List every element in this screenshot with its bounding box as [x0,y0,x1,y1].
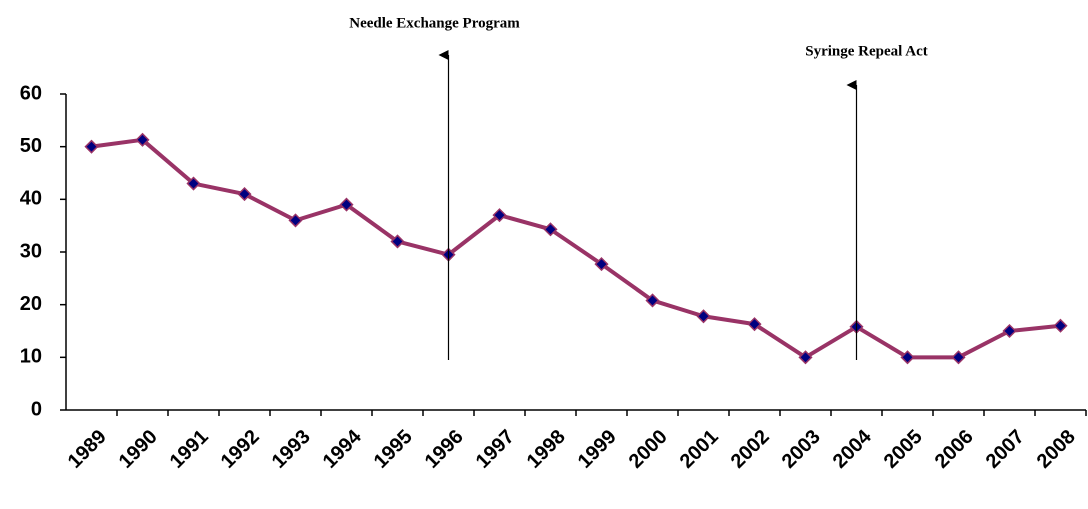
y-tick-label: 10 [20,346,42,368]
x-tick-label: 1993 [268,426,315,473]
marker [900,350,915,365]
marker [1053,318,1068,333]
x-tick-label: 2001 [676,426,723,473]
x-tick-label: 1998 [523,426,570,473]
y-tick-label: 40 [20,188,42,210]
marker [390,234,405,249]
marker [645,293,660,308]
marker [1002,323,1017,339]
y-tick-label: 60 [20,82,42,104]
x-tick-label: 2000 [625,426,672,473]
x-tick-label: 1999 [574,426,621,473]
series-line [91,137,1061,360]
marker [288,213,303,228]
y-tick-label: 0 [31,398,42,420]
annotation-label: Syringe Repeal Act [805,43,927,59]
x-tick-label: 1990 [115,426,162,473]
marker [492,208,507,223]
x-tick-label: 1997 [472,426,519,473]
x-tick-label: 2002 [727,426,774,473]
x-tick-label: 2007 [982,426,1029,473]
marker [594,257,609,272]
marker [135,132,150,147]
x-tick-label: 2004 [829,425,877,473]
x-tick-label: 1994 [319,425,367,473]
x-tick-label: 2003 [778,426,825,473]
marker [237,187,252,202]
x-tick-label: 2008 [1033,426,1080,473]
x-tick-label: 1992 [217,426,264,473]
x-tick-label: 1995 [370,426,417,473]
marker [339,197,354,212]
y-tick-label: 30 [20,240,42,262]
y-tick-label: 20 [20,293,42,315]
x-tick-label: 1989 [64,426,111,473]
marker [696,309,711,324]
x-tick-label: 2005 [880,426,927,473]
y-tick-label: 50 [20,135,42,157]
x-tick-label: 1996 [421,426,468,473]
x-tick-label: 1991 [166,426,213,473]
marker [798,350,813,365]
marker [84,139,99,154]
marker [186,176,201,191]
marker [543,222,558,237]
annotation-label: Needle Exchange Program [349,15,520,31]
marker [951,350,966,365]
marker [747,317,762,332]
x-tick-label: 2006 [931,426,978,473]
